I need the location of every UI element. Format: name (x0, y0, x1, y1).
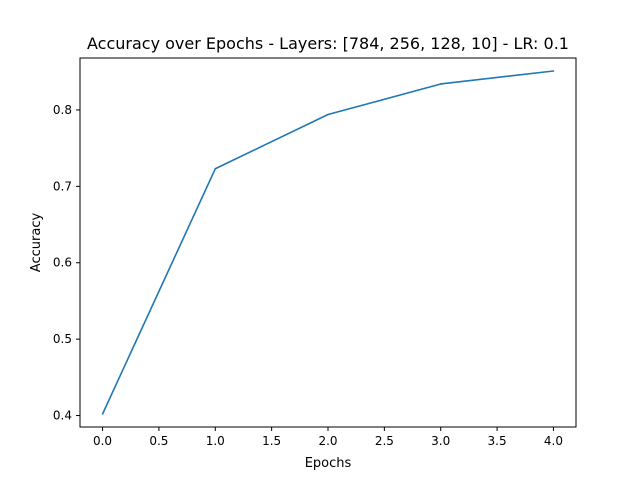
y-tick-label: 0.7 (53, 179, 72, 193)
y-tick-label: 0.6 (53, 256, 72, 270)
x-tick-label: 2.5 (375, 434, 394, 448)
y-axis-label: Accuracy (29, 213, 44, 273)
data-point (327, 113, 329, 116)
data-point (552, 70, 555, 72)
data-point (101, 413, 104, 415)
x-tick-label: 1.0 (206, 434, 225, 448)
data-point (214, 167, 217, 170)
x-tick-label: 1.5 (262, 434, 281, 448)
x-axis-label: Epochs (305, 456, 352, 471)
data-point (439, 83, 442, 85)
x-axis-ticks: 0.0 0.5 1.0 1.5 2.0 2.5 3.0 3.5 4.0 (93, 427, 563, 448)
plot-series (101, 70, 555, 415)
y-axis-ticks: 0.4 0.5 0.6 0.7 0.8 (53, 103, 80, 423)
axes-frame (79, 57, 577, 428)
y-tick-label: 0.8 (53, 103, 72, 117)
x-tick-label: 3.0 (431, 434, 450, 448)
chart-title: Accuracy over Epochs - Layers: [784, 256… (87, 34, 569, 53)
x-tick-label: 4.0 (544, 434, 563, 448)
x-tick-label: 2.0 (318, 434, 337, 448)
x-tick-label: 3.5 (488, 434, 507, 448)
y-tick-label: 0.4 (53, 409, 72, 423)
x-tick-label: 0.0 (93, 434, 112, 448)
x-tick-label: 0.5 (149, 434, 168, 448)
y-tick-label: 0.5 (53, 332, 72, 346)
